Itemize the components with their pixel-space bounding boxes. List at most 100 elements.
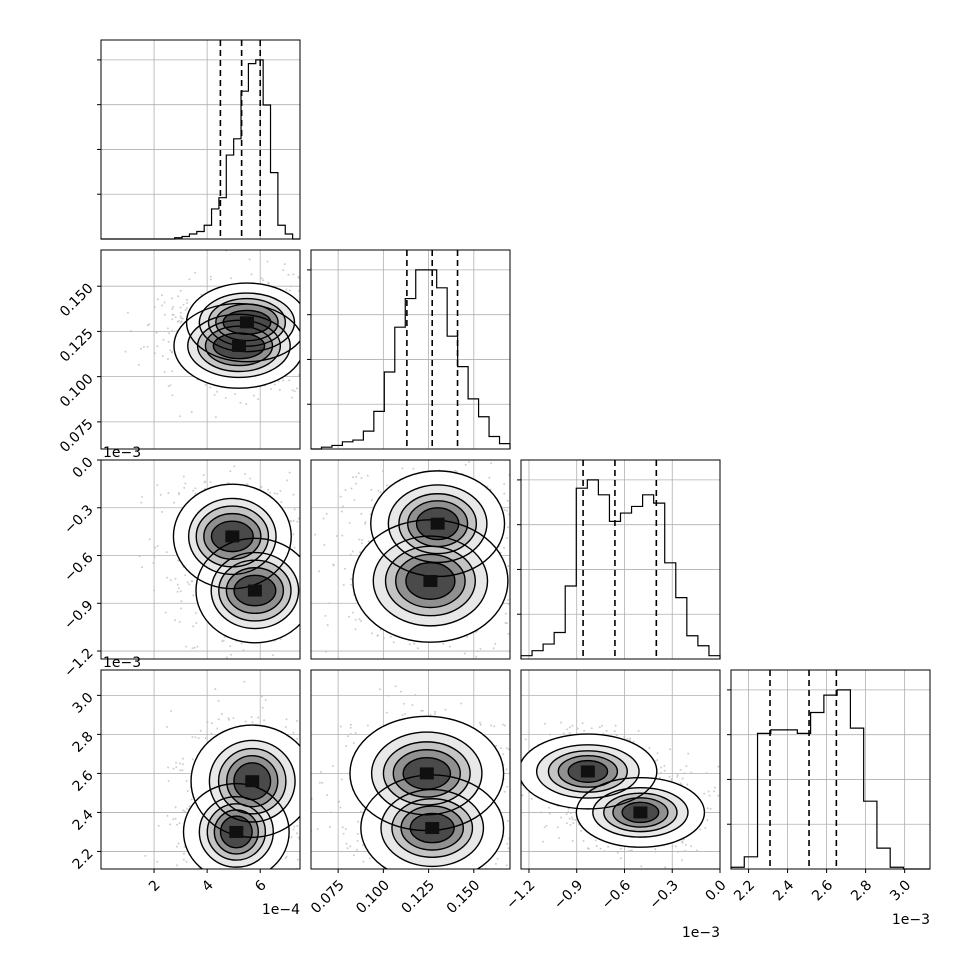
scatter-point (420, 709, 423, 712)
scatter-point (496, 877, 498, 879)
scatter-point (232, 717, 235, 719)
scatter-point (297, 836, 300, 839)
scatter-point (153, 556, 156, 559)
scatter-point (235, 918, 237, 920)
scatter-point (174, 619, 177, 622)
scatter-point (326, 794, 329, 797)
scatter-point (511, 501, 513, 503)
contour-line (182, 782, 290, 869)
contour-line (226, 755, 279, 808)
contour-line (222, 309, 272, 335)
scatter-point (354, 618, 357, 621)
scatter-point (569, 812, 572, 815)
scatter-point (513, 818, 515, 820)
scatter-point (227, 884, 229, 886)
scatter-point (378, 688, 381, 691)
scatter-frame (100, 459, 301, 660)
scatter-point (185, 307, 188, 310)
scatter-point (512, 757, 514, 759)
contour-line (196, 319, 282, 373)
scatter-point (191, 647, 194, 650)
scatter-point (421, 709, 424, 712)
scatter-point (244, 720, 247, 723)
scatter-point (394, 886, 396, 888)
scatter-point (360, 477, 363, 479)
scatter-point (190, 222, 192, 224)
panel-content (138, 465, 347, 659)
scatter-point (355, 475, 358, 478)
scatter-point (320, 630, 322, 632)
scatter-point (140, 501, 143, 504)
contour-line (198, 796, 274, 868)
scatter-point (296, 520, 299, 523)
scatter-point (195, 612, 197, 615)
scatter-point (177, 492, 180, 495)
scatter-point (356, 875, 358, 877)
scatter-point (654, 850, 657, 853)
scatter-point (685, 765, 688, 768)
scatter-point (360, 512, 363, 515)
scatter-point (302, 319, 304, 321)
scatter-point (296, 720, 299, 722)
scatter-point (323, 544, 326, 546)
scatter-point (519, 783, 521, 785)
scatter-point (301, 294, 303, 296)
scatter-point (250, 886, 252, 888)
scatter-point (288, 379, 291, 382)
scatter-point (358, 538, 361, 541)
panel-content (311, 685, 515, 888)
scatter-point (366, 724, 369, 727)
scatter-point (321, 591, 323, 593)
scatter-point (240, 882, 242, 884)
scatter-point (177, 842, 180, 845)
scatter-point (235, 882, 237, 884)
scatter-point (496, 857, 499, 860)
contour-line (215, 303, 279, 342)
scatter-point (253, 895, 255, 897)
scatter-point (301, 782, 303, 784)
scatter-point (177, 587, 180, 590)
scatter-point (307, 732, 309, 734)
contour-line (210, 551, 300, 630)
contour-line (407, 500, 469, 548)
scatter-point (293, 825, 296, 828)
scatter-point (572, 822, 575, 824)
scatter-point (156, 484, 159, 487)
panel-content (314, 460, 515, 659)
scatter-point (180, 317, 183, 320)
scatter-point (319, 791, 321, 793)
scatter-point (494, 862, 497, 865)
scatter-point (171, 329, 174, 332)
contour-line (203, 512, 262, 560)
scatter-point (319, 334, 321, 336)
scatter-point (163, 371, 166, 374)
scatter-point (179, 311, 182, 314)
scatter-point (455, 874, 457, 876)
scatter-point (349, 878, 351, 880)
histogram-series (520, 479, 721, 659)
scatter-point (176, 823, 179, 826)
scatter-point (179, 590, 182, 593)
scatter-point (168, 903, 170, 905)
scatter-point (345, 577, 347, 579)
scatter-point (222, 639, 225, 642)
scatter-point (629, 850, 632, 852)
scatter-point (513, 577, 515, 579)
scatter-point (436, 876, 438, 878)
scatter-point (285, 855, 288, 858)
scatter-point (278, 388, 281, 391)
scatter-point (148, 538, 151, 541)
scatter-point (320, 771, 322, 773)
scatter-point (182, 858, 185, 861)
scatter-point (293, 390, 296, 393)
scatter-point (179, 315, 182, 318)
density-peak (419, 767, 434, 780)
scatter-point (345, 745, 348, 748)
panel-content (144, 680, 321, 920)
scatter-point (306, 596, 308, 598)
scatter-point (169, 823, 172, 826)
scatter-point (154, 546, 157, 549)
scatter-point (411, 704, 414, 707)
scatter-point (334, 345, 336, 347)
scatter-point (194, 487, 197, 490)
